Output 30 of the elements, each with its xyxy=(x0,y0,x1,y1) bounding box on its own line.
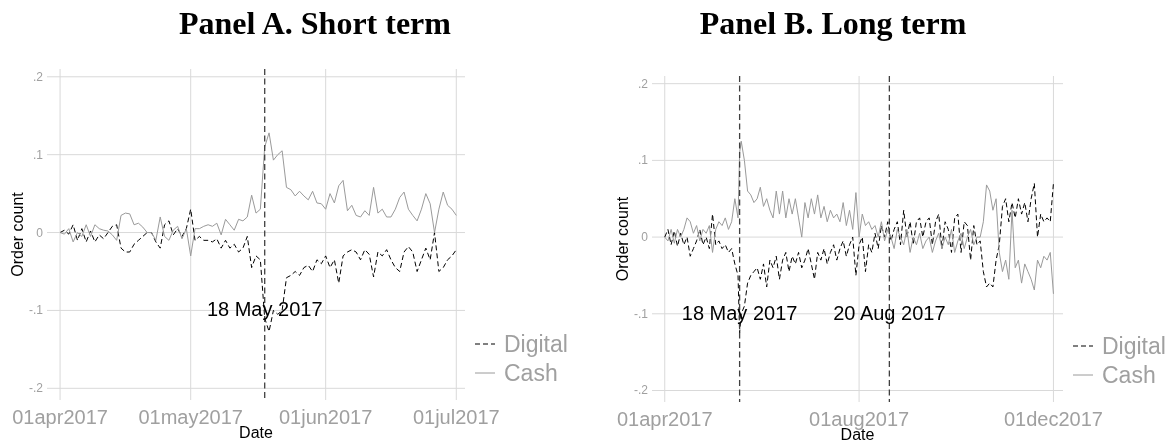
ref-line-label: 20 Aug 2017 xyxy=(833,301,946,324)
x-tick-label: 01jun2017 xyxy=(278,406,373,428)
y-tick-label: -.2 xyxy=(28,381,44,396)
x-tick-label: 01apr2017 xyxy=(12,406,108,428)
legend-label: Digital xyxy=(504,331,568,357)
y-tick-label: -.1 xyxy=(28,303,44,318)
y-tick-label: 0 xyxy=(36,225,44,240)
chart-title: Panel A. Short term xyxy=(179,5,452,41)
line-series xyxy=(59,132,457,257)
line-series xyxy=(664,182,1054,334)
y-tick-label: .1 xyxy=(32,147,44,162)
y-tick-label: 0 xyxy=(641,230,649,245)
legend-label: Cash xyxy=(504,360,558,386)
x-tick-label: 01jul2017 xyxy=(412,406,500,428)
line-series xyxy=(59,208,457,332)
x-tick-label: 01apr2017 xyxy=(616,408,713,430)
line-series xyxy=(664,140,1054,295)
ref-line-label: 18 May 2017 xyxy=(681,301,798,324)
y-axis-title: Order count xyxy=(8,191,26,277)
chart-title: Panel B. Long term xyxy=(699,5,967,41)
legend-label: Digital xyxy=(1102,333,1166,359)
y-tick-label: -.1 xyxy=(633,306,649,321)
y-tick-label: .2 xyxy=(32,69,44,84)
x-tick-label: 01dec2017 xyxy=(1003,408,1103,430)
x-tick-label: 01aug2017 xyxy=(809,408,910,430)
y-tick-label: .1 xyxy=(637,153,649,168)
y-tick-label: -.2 xyxy=(633,383,649,398)
legend-label: Cash xyxy=(1102,362,1156,388)
y-tick-label: .2 xyxy=(637,76,649,91)
y-axis-title: Order count xyxy=(613,196,631,282)
